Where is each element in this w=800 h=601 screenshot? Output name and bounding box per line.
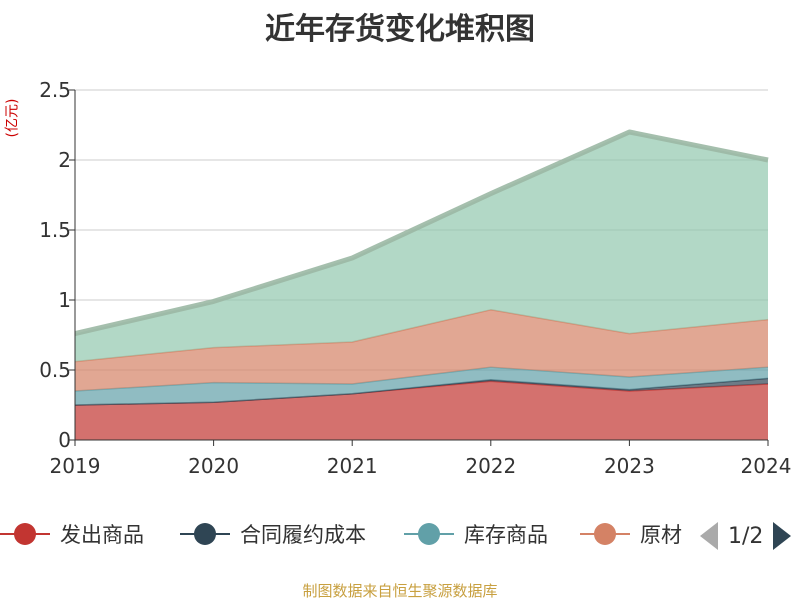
legend-label: 合同履约成本 xyxy=(240,523,366,547)
y-tick-label: 0 xyxy=(58,428,71,452)
legend-item-hetong[interactable]: 合同履约成本 xyxy=(180,512,366,556)
legend-pager: 1/2 xyxy=(700,520,792,552)
legend-label: 发出商品 xyxy=(60,523,144,547)
legend-page-indicator: 1/2 xyxy=(728,523,764,549)
next-page-icon[interactable] xyxy=(773,522,792,550)
x-tick-label: 2024 xyxy=(741,454,792,478)
area-series-2 xyxy=(75,367,768,405)
y-tick-label: 0.5 xyxy=(39,358,71,382)
legend-symbol-icon xyxy=(180,522,230,546)
x-tick-label: 2023 xyxy=(604,454,655,478)
legend-label: 库存商品 xyxy=(464,523,548,547)
chart-title: 近年存货变化堆积图 xyxy=(265,12,535,47)
y-tick-label: 1.5 xyxy=(39,218,71,242)
y-tick-label: 2.5 xyxy=(39,78,71,102)
legend: 发出商品 合同履约成本 库存商品 原材 1/2 xyxy=(0,512,800,556)
x-tick-label: 2019 xyxy=(50,454,101,478)
legend-symbol-icon xyxy=(404,522,454,546)
legend-item-yuancailiao[interactable]: 原材 xyxy=(580,512,682,556)
legend-symbol-icon xyxy=(0,522,50,546)
stacked-area-plot: 0 0.5 1 1.5 2 2.5 2019 2020 2021 2022 2023 2024 xyxy=(39,78,791,478)
area-series-0 xyxy=(75,381,768,440)
tick-labels: 0 0.5 1 1.5 2 2.5 2019 2020 2021 2022 2023 2024 xyxy=(39,78,791,478)
legend-item-kucun[interactable]: 库存商品 xyxy=(404,512,548,556)
area-series xyxy=(74,129,769,440)
legend-symbol-icon xyxy=(580,522,630,546)
series-line-4 xyxy=(74,129,769,337)
prev-page-icon[interactable] xyxy=(700,522,718,550)
area-series-3 xyxy=(75,309,768,391)
axes xyxy=(69,89,769,446)
x-tick-label: 2021 xyxy=(327,454,378,478)
legend-label: 原材 xyxy=(640,523,682,547)
area-series-4 xyxy=(75,132,768,362)
legend-item-fachu[interactable]: 发出商品 xyxy=(0,512,144,556)
source-note: 制图数据来自恒生聚源数据库 xyxy=(302,582,498,600)
y-tick-label: 1 xyxy=(58,288,71,312)
x-tick-label: 2020 xyxy=(188,454,239,478)
y-tick-label: 2 xyxy=(58,148,71,172)
x-tick-label: 2022 xyxy=(465,454,516,478)
